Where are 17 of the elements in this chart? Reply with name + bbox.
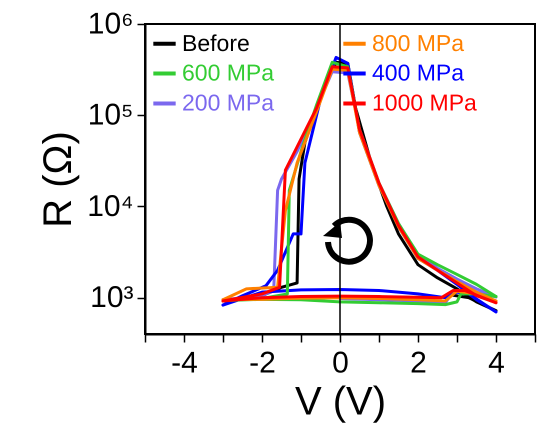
- x-tick-label: -2: [249, 346, 276, 380]
- y-tick-label: 10⁶: [88, 8, 134, 40]
- legend-label: Before: [182, 30, 250, 56]
- legend-label: 400 MPa: [372, 60, 464, 86]
- y-tick-label: 10³: [90, 281, 134, 314]
- x-tick-label: 2: [410, 346, 427, 380]
- legend-label: 1000 MPa: [372, 90, 478, 116]
- x-axis-title: V (V): [294, 380, 386, 424]
- y-tick-label: 10⁵: [88, 98, 134, 132]
- x-tick-label: 0: [332, 346, 349, 380]
- x-tick-label: 4: [488, 346, 505, 380]
- legend-label: 600 MPa: [182, 60, 274, 86]
- y-axis-title: R (Ω): [36, 131, 80, 228]
- legend-label: 200 MPa: [182, 90, 274, 116]
- x-tick-label: -4: [171, 346, 198, 380]
- y-tick-label: 10⁴: [87, 190, 134, 223]
- legend-label: 800 MPa: [372, 30, 464, 56]
